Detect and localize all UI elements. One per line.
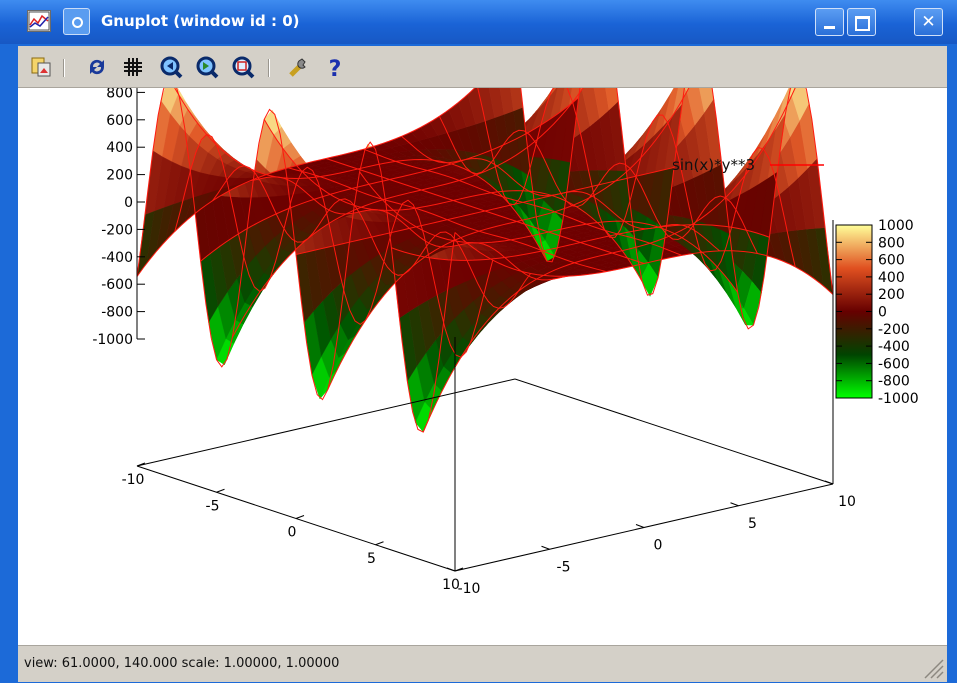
replot-icon[interactable] bbox=[84, 54, 110, 80]
help-icon[interactable]: ? bbox=[322, 54, 348, 80]
colorbox-tick-label: 200 bbox=[878, 287, 905, 303]
copy-icon[interactable] bbox=[28, 54, 54, 80]
colorbox-tick-label: 800 bbox=[878, 235, 905, 251]
mesh-line bbox=[391, 224, 770, 261]
z-tick-label: -800 bbox=[101, 305, 133, 321]
colorbox-tick-label: -600 bbox=[878, 356, 910, 372]
x-tick-mark bbox=[136, 462, 146, 467]
toolbar: ? bbox=[18, 46, 947, 88]
z-tick-label: -200 bbox=[101, 222, 133, 238]
colorbox-tick-label: -800 bbox=[878, 374, 910, 390]
y-tick-label: 0 bbox=[654, 538, 663, 554]
z-tick-label: -400 bbox=[101, 250, 133, 266]
prev-zoom-icon[interactable] bbox=[158, 54, 184, 80]
mesh-line bbox=[363, 148, 682, 256]
window-menu-button[interactable] bbox=[63, 8, 90, 35]
grid-icon[interactable] bbox=[120, 54, 146, 80]
x-tick-mark bbox=[295, 515, 305, 519]
svg-text:?: ? bbox=[329, 57, 342, 79]
x-tick-label: 5 bbox=[367, 551, 376, 567]
settings-icon[interactable] bbox=[286, 54, 312, 80]
colorbox-tick-label: 0 bbox=[878, 305, 887, 321]
next-zoom-icon[interactable] bbox=[194, 54, 220, 80]
colorbox-tick-label: 400 bbox=[878, 270, 905, 286]
mesh-line bbox=[327, 53, 707, 390]
y-tick-label: 5 bbox=[748, 516, 757, 532]
x-axis-ticks: -10 -5 0 5 10 bbox=[122, 462, 464, 593]
x-tick-label: -5 bbox=[206, 498, 220, 514]
title-bar[interactable]: Gnuplot (window id : 0) ✕ bbox=[0, 0, 957, 44]
z-tick-label: 200 bbox=[106, 168, 133, 184]
colorbox-tick-label: -1000 bbox=[878, 391, 919, 407]
y-tick-mark bbox=[730, 502, 739, 507]
colorbox-tick-label: -400 bbox=[878, 339, 910, 355]
z-tick-label: -1000 bbox=[92, 332, 133, 348]
y-tick-mark bbox=[541, 545, 550, 550]
maximize-button[interactable] bbox=[847, 8, 876, 36]
z-tick-label: 600 bbox=[106, 113, 133, 129]
toolbar-separator bbox=[268, 59, 270, 77]
x-tick-label: 10 bbox=[442, 577, 460, 593]
x-tick-mark bbox=[216, 488, 225, 493]
x-tick-mark bbox=[375, 541, 384, 546]
y-tick-mark bbox=[446, 567, 456, 572]
toolbar-separator bbox=[63, 59, 65, 77]
colorbox-tick-label: -200 bbox=[878, 322, 910, 338]
y-tick-label: 10 bbox=[838, 494, 856, 510]
z-tick-label: 400 bbox=[106, 140, 133, 156]
z-tick-label: 0 bbox=[124, 195, 133, 211]
x-tick-mark bbox=[454, 567, 464, 572]
base-edge bbox=[514, 378, 834, 485]
status-text: view: 61.0000, 140.000 scale: 1.00000, 1… bbox=[24, 656, 340, 671]
window-title: Gnuplot (window id : 0) bbox=[101, 12, 300, 30]
y-axis-ticks: 10 5 0 -5 -10 bbox=[446, 480, 856, 597]
y-tick-mark bbox=[824, 480, 834, 485]
mesh-line bbox=[295, 167, 675, 255]
surface-mesh bbox=[136, 5, 834, 433]
legend-label: sin(x)*y**3 bbox=[672, 156, 755, 174]
minimize-button[interactable] bbox=[815, 8, 844, 36]
x-tick-label: 0 bbox=[288, 525, 297, 541]
mesh-line bbox=[514, 5, 834, 330]
colorbox-tick-label: 1000 bbox=[878, 218, 914, 234]
status-bar: view: 61.0000, 140.000 scale: 1.00000, 1… bbox=[18, 645, 947, 682]
legend: sin(x)*y**3 bbox=[672, 156, 824, 174]
z-tick-label: -600 bbox=[101, 277, 133, 293]
y-tick-label: -10 bbox=[458, 581, 481, 597]
mesh-line bbox=[422, 73, 802, 433]
close-button[interactable]: ✕ bbox=[914, 8, 943, 36]
app-icon[interactable] bbox=[27, 10, 51, 32]
z-tick-label: 800 bbox=[106, 88, 133, 101]
autoscale-icon[interactable] bbox=[230, 54, 256, 80]
x-tick-label: -10 bbox=[122, 472, 145, 488]
y-tick-mark bbox=[635, 524, 645, 528]
mesh-line bbox=[438, 116, 758, 254]
close-icon: ✕ bbox=[921, 12, 936, 32]
y-tick-label: -5 bbox=[557, 559, 571, 575]
resize-grip-icon[interactable] bbox=[921, 656, 945, 680]
base-edge bbox=[136, 378, 516, 467]
colorbox-tick-label: 600 bbox=[878, 253, 905, 269]
mesh-line bbox=[454, 232, 834, 295]
